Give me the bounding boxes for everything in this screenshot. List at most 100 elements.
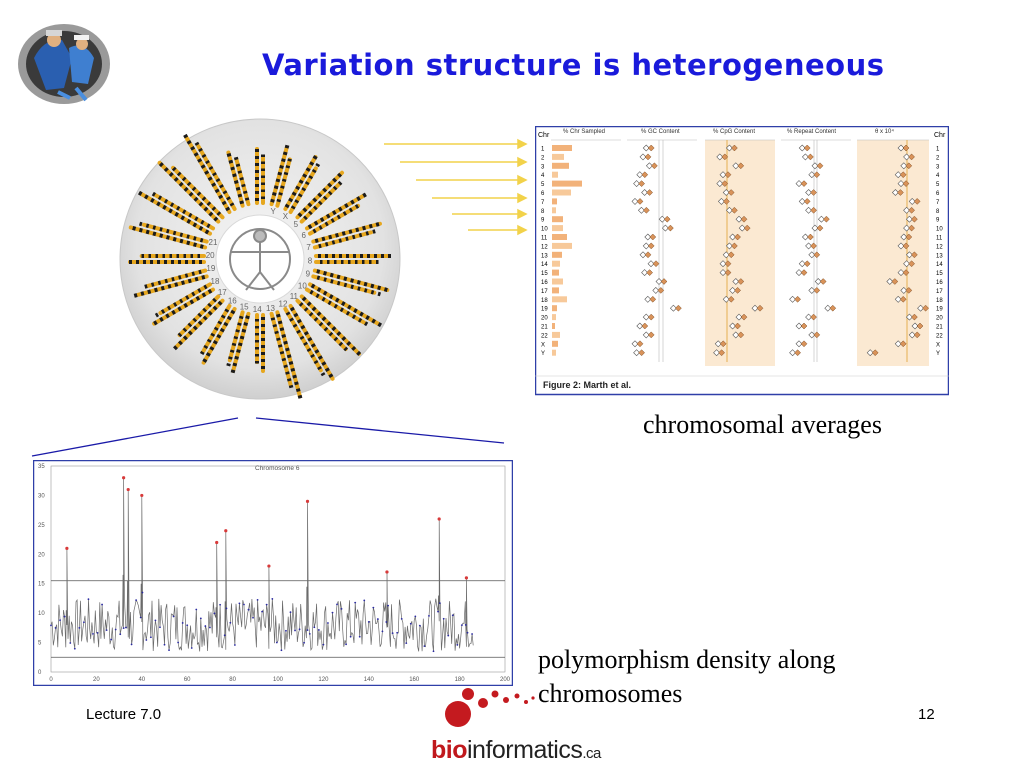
average-marker-open [801,153,809,161]
average-marker-filled [816,162,824,170]
chr-label-right: X [936,342,940,348]
average-marker-filled [800,340,808,348]
density-point [223,634,226,637]
average-marker-filled [641,171,649,179]
chr-label-left: 22 [541,333,548,339]
density-point [466,631,469,634]
karyogram-label: 10 [298,282,307,291]
chr-label-right: 3 [936,164,940,170]
chr-sampled-bar [552,251,562,258]
karyogram-label: 5 [294,220,299,229]
density-point [238,602,241,605]
y-tick-label: 30 [38,493,45,499]
average-marker-open [751,304,759,312]
footer-lecture: Lecture 7.0 [86,706,162,723]
average-marker-open [903,206,911,214]
average-marker-open [725,242,733,250]
average-marker-open [900,286,908,294]
density-point [233,644,236,646]
average-marker-filled [813,251,821,259]
density-point [69,642,72,644]
chr-label-right: 12 [936,244,943,250]
average-marker-filled [647,313,655,321]
average-marker-open [795,269,803,277]
average-marker-filled [813,331,821,339]
density-point [186,624,189,627]
chromosome-ray [226,150,251,208]
average-marker-open [642,331,650,339]
density-point [225,607,228,610]
chromosome-ray [269,144,292,208]
karyogram-label: 16 [228,297,237,306]
karyogram-label: 11 [290,292,299,301]
average-marker-filled [823,215,830,223]
average-marker-open [729,322,737,330]
chr-label-right: 13 [936,253,943,259]
density-point [114,628,117,631]
chr-sampled-bar [552,323,555,329]
density-point [219,603,222,606]
average-marker-filled [734,233,741,241]
average-marker-open [905,313,913,321]
karyogram-label: Y [270,207,276,216]
karyogram-label: 21 [209,238,218,247]
average-marker-open [719,260,727,268]
average-marker-open [725,206,733,214]
average-marker-filled [734,322,741,330]
karyogram-label: 19 [206,264,215,273]
average-marker-filled [647,331,655,339]
average-marker-open [732,162,740,170]
average-marker-filled [647,144,655,152]
logo-informatics: informatics [467,736,583,764]
average-marker-filled [647,242,655,250]
average-marker-filled [899,171,907,179]
average-marker-filled [724,171,732,179]
average-marker-open [866,349,874,357]
karyogram-label: 9 [306,269,311,278]
x-tick-label: 140 [364,677,375,683]
average-marker-open [897,144,905,152]
average-marker-open [900,162,908,170]
average-marker-filled [660,278,668,285]
chr-label-left: 20 [541,316,548,322]
chr-label-left: 4 [541,173,545,179]
average-marker-filled [922,304,929,312]
average-marker-open [905,251,913,259]
chromosome-ray [304,192,367,236]
chr-sampled-bar [552,296,567,303]
density-point [87,598,90,601]
density-point [400,617,403,620]
average-marker-filled [649,295,657,303]
chr-label-right: 20 [936,316,943,322]
chromosome-ray [255,313,265,373]
average-marker-open [814,278,822,285]
average-marker-filled [638,180,645,187]
chromosomal-averages-figure: Chr Chr % Chr Sampled % GC Content % CpG… [535,126,949,396]
density-point [381,630,384,633]
caption-polymorphism-density: polymorphism density along chromosomes [538,643,836,711]
average-marker-filled [899,295,907,303]
average-marker-filled [911,313,918,321]
chromosome-ray [304,282,383,328]
average-marker-open [631,340,639,348]
chromosome-ray [199,303,237,365]
chr-sampled-bar [552,340,558,347]
density-point [336,603,338,606]
connector-arrows [384,138,528,236]
density-point [145,639,148,641]
average-marker-open [798,260,806,268]
density-point [96,631,99,634]
average-marker-open [808,286,816,294]
y-tick-label: 10 [38,611,45,617]
average-marker-filled [794,349,801,357]
average-marker-open [900,233,908,241]
density-point [209,626,211,629]
chr-label-right: 21 [936,325,943,331]
average-marker-filled [641,322,649,330]
average-marker-open [917,304,925,312]
karyogram-label: 17 [218,288,227,297]
density-point [172,615,175,618]
chr-label-left: 11 [541,236,548,242]
average-marker-open [636,322,644,330]
average-marker-filled [644,153,652,161]
